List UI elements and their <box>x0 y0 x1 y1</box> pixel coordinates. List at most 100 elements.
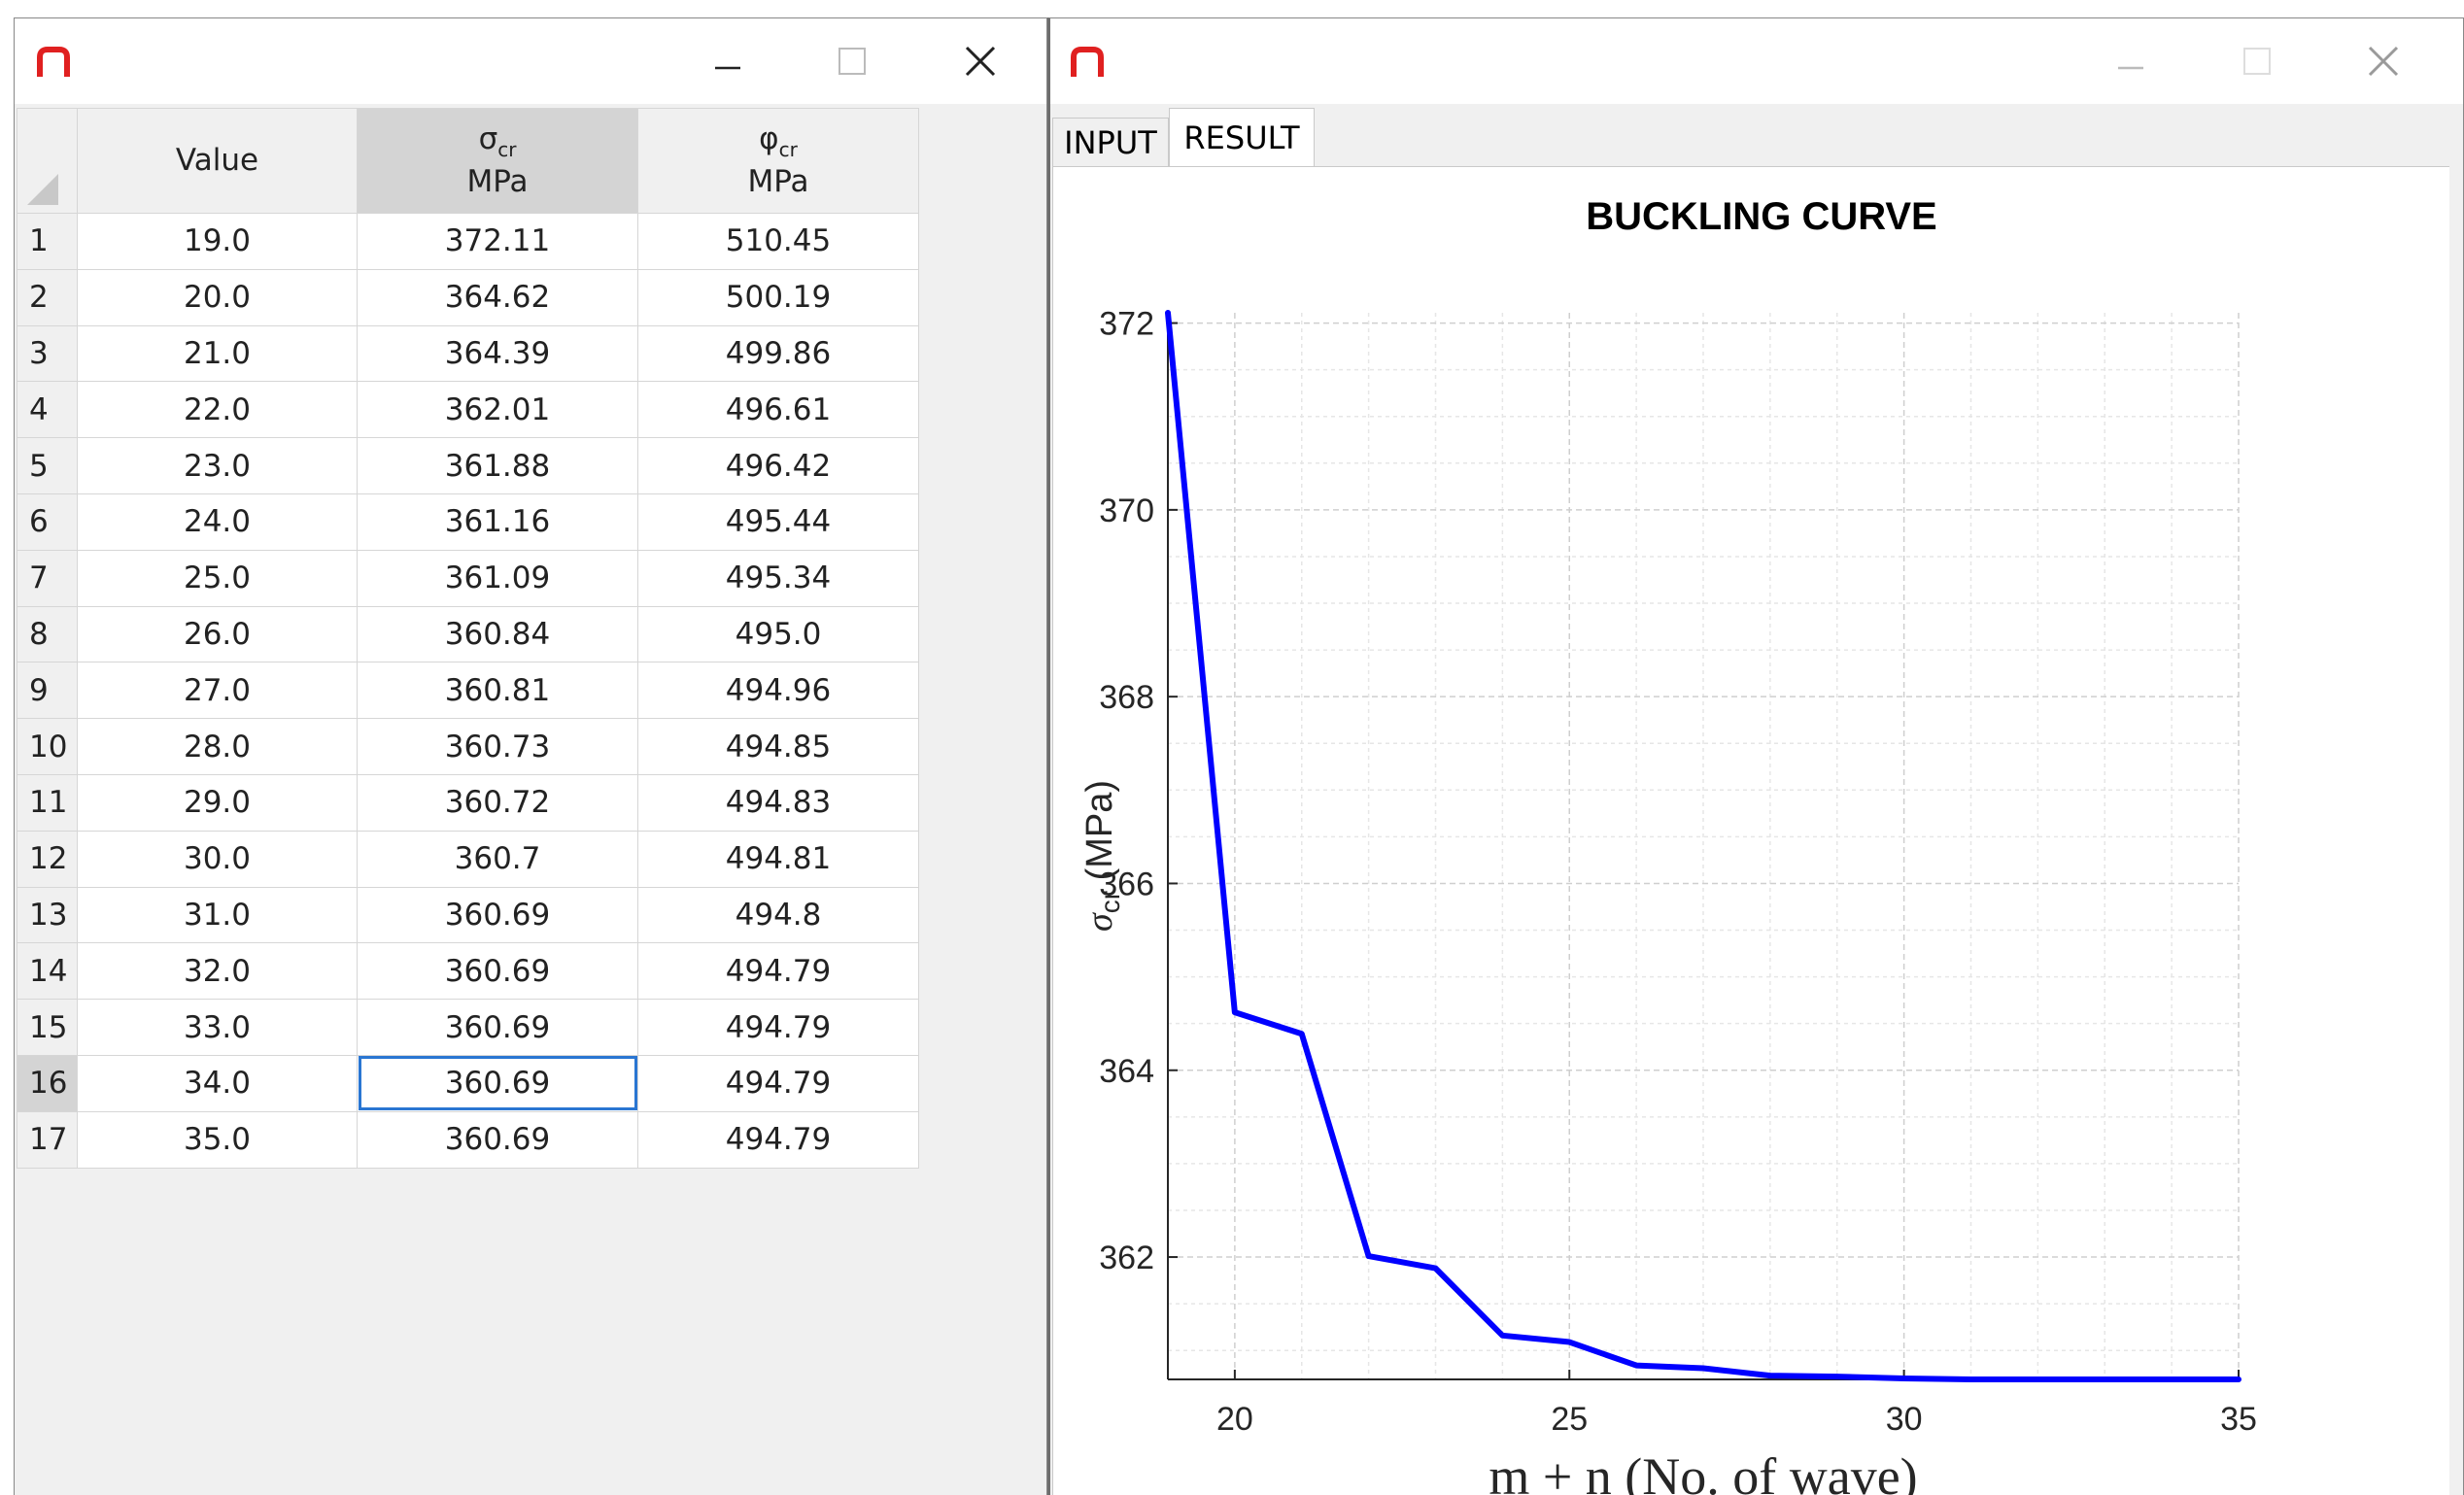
row-header[interactable]: 1 <box>17 213 78 270</box>
table-corner[interactable] <box>17 108 78 214</box>
cell-sigma[interactable]: 360.81 <box>357 662 638 720</box>
cell-sigma[interactable]: 362.01 <box>357 381 638 439</box>
cell-sigma[interactable]: 372.11 <box>357 213 638 270</box>
cell-phi[interactable]: 495.34 <box>637 549 919 607</box>
table-row[interactable]: 16 34.0 360.69 494.79 <box>17 1054 919 1112</box>
cell-value[interactable]: 23.0 <box>77 437 358 494</box>
close-button[interactable] <box>2352 34 2414 88</box>
cell-value[interactable]: 20.0 <box>77 268 358 326</box>
cell-phi[interactable]: 494.8 <box>637 886 919 944</box>
cell-value[interactable]: 35.0 <box>77 1110 358 1169</box>
left-titlebar[interactable] <box>15 18 1046 104</box>
row-header[interactable]: 15 <box>17 999 78 1056</box>
row-header[interactable]: 3 <box>17 324 78 383</box>
right-titlebar[interactable] <box>1050 18 2463 104</box>
row-header[interactable]: 13 <box>17 886 78 944</box>
cell-phi[interactable]: 496.42 <box>637 437 919 494</box>
cell-phi[interactable]: 494.79 <box>637 1054 919 1112</box>
table-row[interactable]: 9 27.0 360.81 494.96 <box>17 662 919 720</box>
row-header[interactable]: 4 <box>17 381 78 439</box>
table-row[interactable]: 5 23.0 361.88 496.42 <box>17 437 919 494</box>
table-row[interactable]: 11 29.0 360.72 494.83 <box>17 773 919 832</box>
table-row[interactable]: 15 33.0 360.69 494.79 <box>17 999 919 1056</box>
cell-sigma[interactable]: 360.69 <box>357 886 638 944</box>
row-header[interactable]: 14 <box>17 942 78 1001</box>
cell-phi[interactable]: 510.45 <box>637 213 919 270</box>
cell-value[interactable]: 34.0 <box>77 1054 358 1112</box>
cell-sigma[interactable]: 364.39 <box>357 324 638 383</box>
tab-result[interactable]: RESULT <box>1169 108 1315 166</box>
cell-value[interactable]: 29.0 <box>77 773 358 832</box>
table-row[interactable]: 17 35.0 360.69 494.79 <box>17 1110 919 1169</box>
cell-phi[interactable]: 494.85 <box>637 718 919 775</box>
column-header-sigma[interactable]: σcr MPa <box>357 108 638 214</box>
row-header[interactable]: 17 <box>17 1110 78 1169</box>
row-header[interactable]: 6 <box>17 493 78 551</box>
cell-phi[interactable]: 494.81 <box>637 830 919 888</box>
cell-phi[interactable]: 495.44 <box>637 493 919 551</box>
cell-value[interactable]: 24.0 <box>77 493 358 551</box>
table-row[interactable]: 13 31.0 360.69 494.8 <box>17 886 919 944</box>
cell-phi[interactable]: 494.96 <box>637 662 919 720</box>
row-header[interactable]: 11 <box>17 773 78 832</box>
minimize-button[interactable] <box>2100 34 2162 88</box>
row-header[interactable]: 12 <box>17 830 78 888</box>
data-point <box>1901 1376 1907 1381</box>
cell-sigma[interactable]: 360.72 <box>357 773 638 832</box>
cell-phi[interactable]: 494.79 <box>637 942 919 1001</box>
cell-phi[interactable]: 494.79 <box>637 1110 919 1169</box>
maximize-button[interactable] <box>821 34 883 88</box>
cell-value[interactable]: 31.0 <box>77 886 358 944</box>
table-row[interactable]: 10 28.0 360.73 494.85 <box>17 718 919 775</box>
cell-sigma[interactable]: 361.88 <box>357 437 638 494</box>
cell-value[interactable]: 28.0 <box>77 718 358 775</box>
row-header[interactable]: 16 <box>17 1054 78 1112</box>
cell-sigma[interactable]: 364.62 <box>357 268 638 326</box>
cell-sigma[interactable]: 360.69 <box>357 999 638 1056</box>
cell-value[interactable]: 32.0 <box>77 942 358 1001</box>
cell-value[interactable]: 22.0 <box>77 381 358 439</box>
cell-value[interactable]: 30.0 <box>77 830 358 888</box>
minimize-button[interactable] <box>697 34 759 88</box>
cell-value[interactable]: 27.0 <box>77 662 358 720</box>
table-row[interactable]: 2 20.0 364.62 500.19 <box>17 268 919 326</box>
close-button[interactable] <box>949 34 1011 88</box>
cell-phi[interactable]: 494.83 <box>637 773 919 832</box>
cell-value[interactable]: 19.0 <box>77 213 358 270</box>
tab-input[interactable]: INPUT <box>1052 118 1169 166</box>
cell-sigma[interactable]: 360.84 <box>357 605 638 663</box>
cell-sigma[interactable]: 360.69 <box>357 1054 638 1112</box>
cell-sigma[interactable]: 360.7 <box>357 830 638 888</box>
table-row[interactable]: 8 26.0 360.84 495.0 <box>17 605 919 663</box>
cell-phi[interactable]: 496.61 <box>637 381 919 439</box>
table-row[interactable]: 6 24.0 361.16 495.44 <box>17 493 919 551</box>
row-header[interactable]: 7 <box>17 549 78 607</box>
maximize-button[interactable] <box>2226 34 2288 88</box>
cell-sigma[interactable]: 360.69 <box>357 942 638 1001</box>
cell-sigma[interactable]: 361.09 <box>357 549 638 607</box>
cell-phi[interactable]: 499.86 <box>637 324 919 383</box>
table-row[interactable]: 14 32.0 360.69 494.79 <box>17 942 919 1001</box>
cell-value[interactable]: 21.0 <box>77 324 358 383</box>
cell-phi[interactable]: 494.79 <box>637 999 919 1056</box>
cell-sigma[interactable]: 361.16 <box>357 493 638 551</box>
column-header-phi[interactable]: φcr MPa <box>637 108 919 214</box>
cell-value[interactable]: 25.0 <box>77 549 358 607</box>
table-row[interactable]: 7 25.0 361.09 495.34 <box>17 549 919 607</box>
cell-phi[interactable]: 495.0 <box>637 605 919 663</box>
table-row[interactable]: 3 21.0 364.39 499.86 <box>17 324 919 383</box>
column-header-value[interactable]: Value <box>77 108 358 214</box>
table-row[interactable]: 4 22.0 362.01 496.61 <box>17 381 919 439</box>
cell-value[interactable]: 33.0 <box>77 999 358 1056</box>
table-row[interactable]: 12 30.0 360.7 494.81 <box>17 830 919 888</box>
cell-sigma[interactable]: 360.69 <box>357 1110 638 1169</box>
cell-phi[interactable]: 500.19 <box>637 268 919 326</box>
cell-sigma[interactable]: 360.73 <box>357 718 638 775</box>
row-header[interactable]: 10 <box>17 718 78 775</box>
row-header[interactable]: 5 <box>17 437 78 494</box>
row-header[interactable]: 2 <box>17 268 78 326</box>
cell-value[interactable]: 26.0 <box>77 605 358 663</box>
row-header[interactable]: 9 <box>17 662 78 720</box>
row-header[interactable]: 8 <box>17 605 78 663</box>
table-row[interactable]: 1 19.0 372.11 510.45 <box>17 213 919 270</box>
